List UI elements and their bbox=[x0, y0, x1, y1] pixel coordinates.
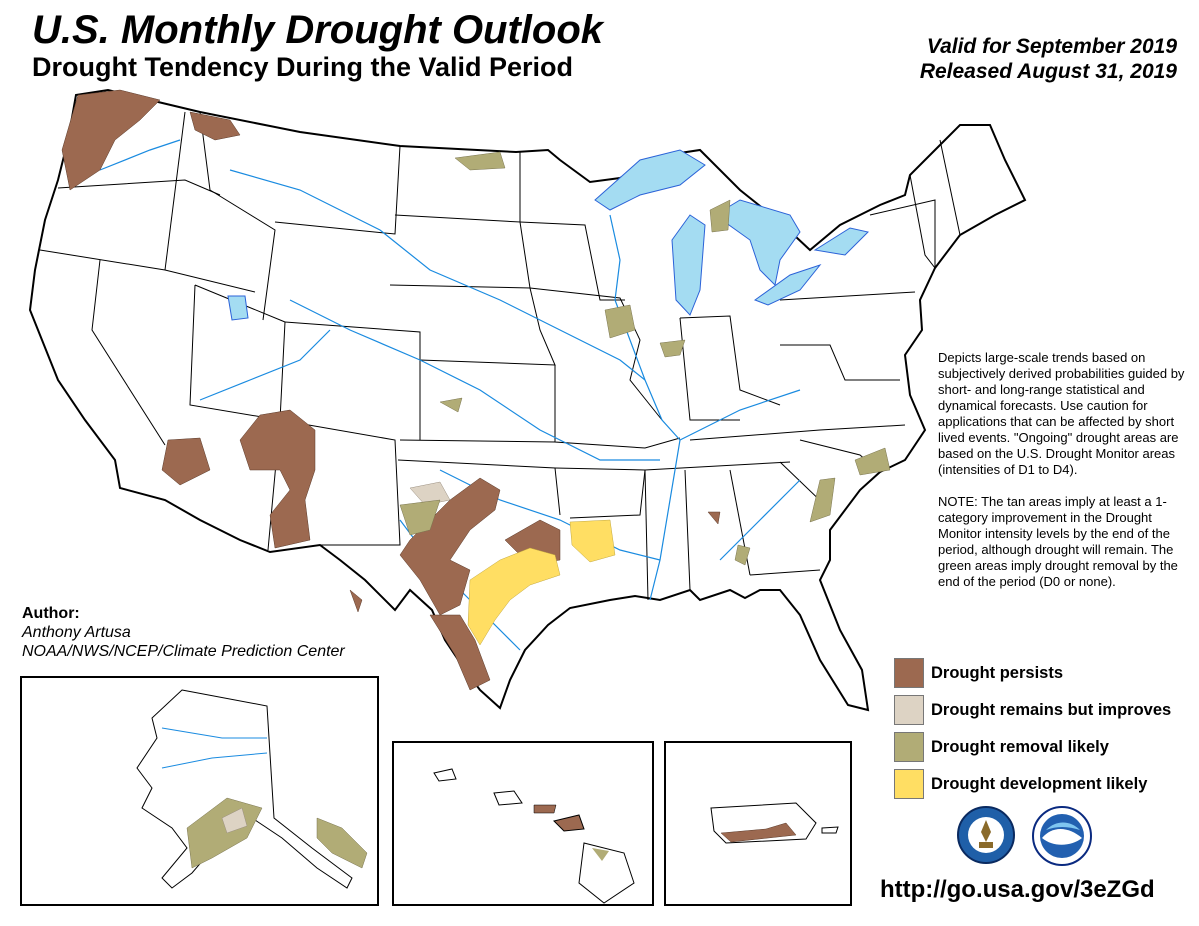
drought-persists-areas bbox=[61, 89, 721, 691]
legend-label-improves: Drought remains but improves bbox=[931, 700, 1172, 719]
great-lakes bbox=[227, 149, 869, 321]
legend-item-improves: Drought remains but improves bbox=[894, 695, 1171, 725]
alaska-inset bbox=[20, 676, 379, 906]
description: Depicts large-scale trends based on subj… bbox=[938, 350, 1196, 606]
map-subtitle: Drought Tendency During the Valid Period bbox=[32, 52, 574, 82]
footer-url[interactable]: http://go.usa.gov/3eZGd bbox=[880, 876, 1155, 903]
legend-item-removal: Drought removal likely bbox=[894, 732, 1171, 762]
legend-label-persists: Drought persists bbox=[931, 663, 1064, 682]
legend-label-removal: Drought removal likely bbox=[931, 737, 1109, 756]
hawaii-drought-removal bbox=[592, 848, 609, 861]
author-label: Author: bbox=[22, 605, 80, 622]
legend-label-development: Drought development likely bbox=[931, 774, 1148, 793]
puerto-rico-inset bbox=[664, 741, 852, 906]
noaa-bird-icon bbox=[1040, 814, 1084, 858]
author-affiliation: NOAA/NWS/NCEP/Climate Prediction Center bbox=[22, 643, 345, 660]
state-boundaries bbox=[39, 111, 961, 601]
drought-improves-areas bbox=[409, 481, 451, 506]
alaska-map bbox=[136, 689, 368, 889]
nws-logo bbox=[957, 806, 1015, 864]
map-title: U.S. Monthly Drought Outlook bbox=[32, 8, 604, 52]
legend-swatch-persists bbox=[894, 658, 924, 688]
alaska-outline bbox=[136, 689, 353, 889]
valid-period: Valid for September 2019 Released August… bbox=[920, 34, 1177, 84]
drought-removal-areas bbox=[399, 151, 891, 566]
released-line: Released August 31, 2019 bbox=[919, 60, 1177, 83]
author-name: Anthony Artusa bbox=[22, 624, 131, 641]
hawaii-map bbox=[433, 768, 635, 904]
legend-swatch-removal bbox=[894, 732, 924, 762]
author-block: Author: Anthony Artusa NOAA/NWS/NCEP/Cli… bbox=[22, 604, 345, 661]
legend-item-persists: Drought persists bbox=[894, 658, 1171, 688]
valid-for-line: Valid for September 2019 bbox=[926, 35, 1177, 58]
description-note: NOTE: The tan areas imply at least a 1-c… bbox=[938, 494, 1178, 589]
hawaii-inset bbox=[392, 741, 654, 906]
legend-swatch-improves bbox=[894, 695, 924, 725]
noaa-logo bbox=[1032, 806, 1092, 866]
puerto-rico-drought-persists bbox=[720, 822, 797, 843]
rivers bbox=[99, 139, 801, 651]
legend-item-development: Drought development likely bbox=[894, 769, 1171, 799]
legend: Drought persists Drought remains but imp… bbox=[894, 658, 1171, 806]
legend-swatch-development bbox=[894, 769, 924, 799]
description-paragraph-1: Depicts large-scale trends based on subj… bbox=[938, 350, 1185, 477]
drought-development-areas bbox=[467, 519, 616, 646]
alaska-panhandle-removal bbox=[316, 817, 368, 869]
puerto-rico-map bbox=[710, 802, 839, 844]
nws-emblem-icon bbox=[968, 817, 1004, 853]
hawaii-drought-persists bbox=[533, 804, 557, 814]
alaska-drought-improves bbox=[221, 807, 248, 834]
